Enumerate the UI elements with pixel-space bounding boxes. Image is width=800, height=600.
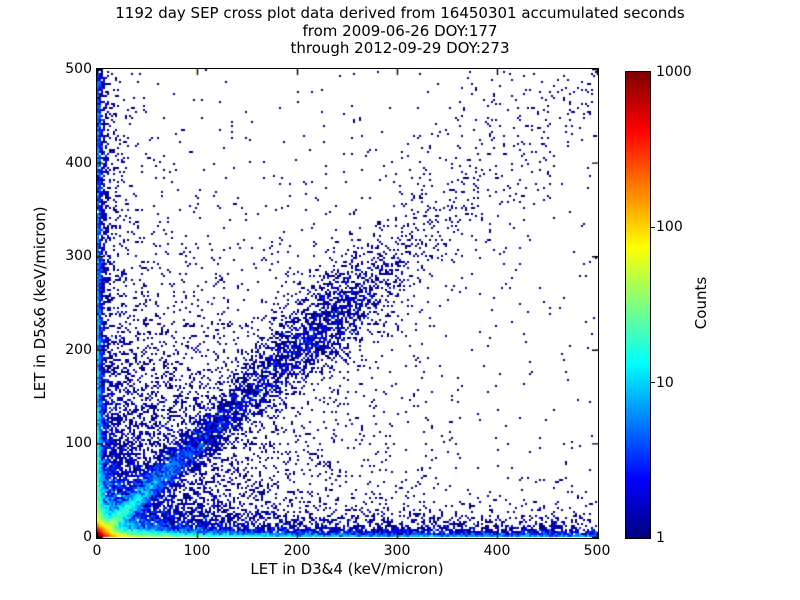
colorbar-label: Counts	[692, 276, 710, 330]
y-tick-label: 100	[65, 435, 92, 452]
y-tick-label: 200	[65, 341, 92, 358]
x-tick-label: 300	[383, 543, 411, 559]
plot-area	[95, 67, 599, 539]
title-line-3: through 2012-09-29 DOY:273	[290, 39, 510, 57]
x-tick-label: 400	[483, 543, 511, 559]
chart-title: 1192 day SEP cross plot data derived fro…	[0, 4, 800, 58]
colorbar	[625, 71, 651, 539]
colorbar-tick-label: 10	[656, 374, 674, 391]
scatter-heatmap-canvas	[96, 68, 598, 538]
colorbar-tick-label: 100	[656, 219, 683, 236]
y-tick-label: 0	[83, 529, 92, 545]
title-line-2: from 2009-06-26 DOY:177	[302, 21, 498, 40]
y-tick-label: 500	[65, 61, 92, 77]
colorbar-tickmark	[650, 381, 655, 384]
colorbar-tickmark	[650, 226, 655, 229]
colorbar-tick-label: 1000	[656, 64, 692, 80]
title-line-1: 1192 day SEP cross plot data derived fro…	[115, 4, 685, 22]
x-tick-label: 100	[183, 543, 211, 559]
y-tick-label: 400	[65, 154, 92, 171]
colorbar-gradient-canvas	[626, 72, 650, 538]
x-tick-label: 500	[583, 543, 611, 559]
x-tick-label: 200	[283, 543, 311, 559]
x-axis-label: LET in D3&4 (keV/micron)	[250, 560, 444, 578]
x-tick-label: 0	[92, 543, 102, 559]
colorbar-tick-label: 1	[656, 530, 665, 546]
y-tick-label: 300	[65, 248, 92, 265]
y-axis-label: LET in D5&6 (keV/micron)	[31, 206, 49, 400]
